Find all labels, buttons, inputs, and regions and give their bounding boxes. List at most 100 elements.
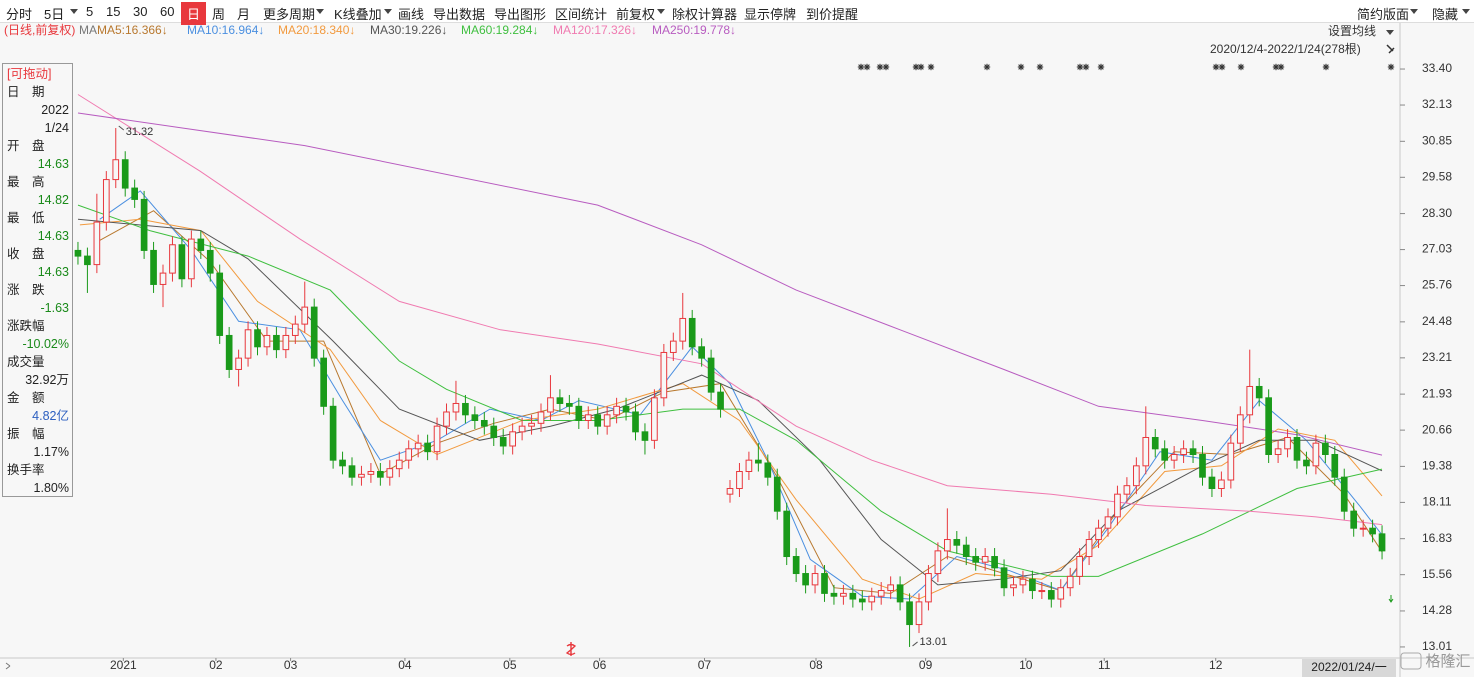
panel-title[interactable]: [可拖动] <box>7 67 52 81</box>
candle-body <box>1369 527 1376 535</box>
field-value: 14.63 <box>37 229 69 243</box>
candle-body <box>688 317 696 348</box>
tab[interactable]: 15 <box>106 4 121 19</box>
tab[interactable]: 60 <box>160 4 175 19</box>
candle-body <box>613 405 620 416</box>
event-icon <box>565 642 577 656</box>
candle-body <box>547 397 554 413</box>
legend-entry: MA10:16.964↓ <box>187 23 264 37</box>
annotation-arrow <box>912 641 918 647</box>
y-tick-label: 29.58 <box>1422 169 1452 183</box>
candle-body <box>386 468 394 478</box>
settings-label[interactable]: 设置均线 <box>1328 24 1376 38</box>
button[interactable]: 画线 <box>398 7 425 22</box>
candle-body <box>1199 453 1206 478</box>
candle-body <box>1189 448 1197 455</box>
ma-line <box>77 112 1383 456</box>
legend-entry: MA60:19.284↓ <box>461 23 538 37</box>
candle-body <box>1331 453 1339 478</box>
field-value: 1.17% <box>33 445 69 459</box>
candle-body <box>254 329 261 348</box>
candle-body <box>329 405 337 461</box>
candle-body <box>131 187 138 200</box>
candle-body <box>377 471 384 478</box>
candle-body <box>121 159 129 189</box>
candle-body <box>414 442 422 450</box>
candle-body <box>528 422 535 427</box>
candle-body <box>726 488 734 495</box>
candle-body <box>915 601 923 626</box>
candle-body <box>707 357 715 393</box>
menu[interactable]: 简约版面 <box>1357 7 1410 22</box>
x-tick-label: 2021 <box>110 658 137 672</box>
legend-entry: MA250:19.778↓ <box>652 23 736 37</box>
candle-body <box>1340 476 1348 512</box>
candle-body <box>480 419 488 427</box>
y-tick-label: 32.13 <box>1422 97 1452 111</box>
candle-body <box>348 465 356 478</box>
scroll-arrow[interactable] <box>5 662 11 670</box>
candle-body <box>1161 448 1169 461</box>
candle-body <box>301 306 309 325</box>
tab[interactable]: 分时 <box>6 7 33 22</box>
candle-body <box>755 459 762 464</box>
button[interactable]: 导出图形 <box>494 7 547 22</box>
pin-icon[interactable] <box>1386 44 1395 54</box>
menu[interactable]: 前复权 <box>616 7 656 22</box>
candle-body <box>471 414 479 421</box>
button[interactable]: 区间统计 <box>555 7 608 22</box>
candle-body <box>1038 590 1046 593</box>
field-value: -1.63 <box>40 301 70 315</box>
field-value: 14.63 <box>37 157 69 171</box>
field-label: 最 低 <box>7 211 45 225</box>
candle-body <box>367 471 375 475</box>
button[interactable]: 除权计算器 <box>672 7 738 22</box>
candle-body <box>320 357 327 407</box>
candle-body <box>1246 385 1254 416</box>
watermark: 格隆汇 <box>1425 653 1470 670</box>
candle-body <box>102 179 110 223</box>
dropdown-icon[interactable] <box>1386 30 1394 35</box>
candle-body <box>490 425 498 438</box>
candle-body <box>972 556 980 563</box>
candle-body <box>1057 587 1065 600</box>
candle-body <box>1142 436 1150 467</box>
menu[interactable]: K线叠加 <box>334 7 382 22</box>
button[interactable]: 到价提醒 <box>806 7 859 22</box>
candle-body <box>1218 479 1225 490</box>
y-tick-label: 20.66 <box>1422 422 1452 436</box>
field-label: 金 额 <box>7 391 45 405</box>
candle-body <box>169 244 176 274</box>
y-tick-label: 25.76 <box>1422 278 1452 292</box>
candle-body <box>925 573 932 603</box>
candle-body <box>93 221 101 266</box>
candle-body <box>651 397 658 441</box>
field-label: 涨 跌 <box>7 283 45 297</box>
ma-line <box>77 218 1383 586</box>
x-tick-label: 02 <box>209 658 223 672</box>
button[interactable]: 导出数据 <box>433 7 486 22</box>
candle-body <box>1095 527 1102 541</box>
tab[interactable]: 5日 <box>44 7 65 22</box>
y-tick-label: 16.83 <box>1422 531 1452 545</box>
candle-body <box>991 556 998 569</box>
tab[interactable]: 周 <box>212 7 226 22</box>
candle-body <box>1293 436 1301 461</box>
tab[interactable]: 月 <box>237 7 251 22</box>
candle-body <box>1303 459 1310 467</box>
tab[interactable]: 5 <box>86 4 94 19</box>
tab-selected[interactable]: 日 <box>181 2 207 25</box>
button[interactable]: 显示停牌 <box>744 7 797 22</box>
info-panel[interactable]: [可拖动] 日 期 2022 1/24 开 盘 14.63 最 高 14.82 最 低 1… <box>2 63 73 497</box>
y-tick-label: 14.28 <box>1422 603 1452 617</box>
menu[interactable]: 更多周期 <box>263 7 316 22</box>
field-label: 成交量 <box>7 355 45 369</box>
field-label: 换手率 <box>7 463 45 477</box>
tab[interactable]: 30 <box>133 4 148 19</box>
candle-body <box>358 473 365 478</box>
candle-body <box>887 584 894 592</box>
candle-body <box>575 405 583 421</box>
menu[interactable]: 隐藏 <box>1432 7 1459 22</box>
